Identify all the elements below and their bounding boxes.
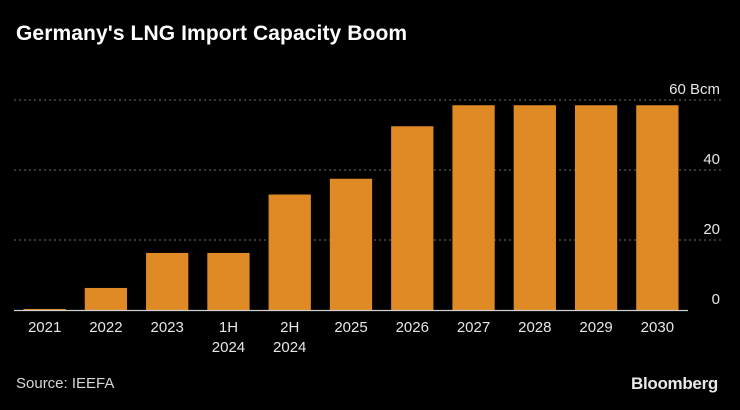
bar-2028 (513, 105, 556, 310)
bar-2021 (23, 308, 66, 310)
x-tick-label-line: 2022 (89, 319, 122, 336)
source-note: Source: IEEFA (16, 375, 115, 392)
bar-1h-2024 (207, 252, 250, 310)
x-tick-label-line: 1H (219, 319, 238, 336)
x-tick-label-line: 2029 (579, 319, 612, 336)
x-tick-label-2022: 2022 (89, 319, 122, 336)
x-tick-label-2027: 2027 (457, 319, 490, 336)
bar-2027 (452, 105, 495, 310)
y-tick-label-0: 0 (712, 291, 720, 308)
x-tick-label-line: 2026 (396, 319, 429, 336)
y-tick-label-20: 20 (703, 221, 720, 238)
x-tick-label-line: 2027 (457, 319, 490, 336)
x-tick-label-2021: 2021 (28, 319, 61, 336)
x-tick-label-2h-2024: 2H 2024 (273, 319, 306, 356)
x-tick-label-line: 2024 (212, 339, 245, 356)
y-tick-label-60: 60 Bcm (669, 81, 720, 98)
x-tick-label-2028: 2028 (518, 319, 551, 336)
x-tick-label-1h-2024: 1H 2024 (212, 319, 245, 356)
bar-2030 (636, 105, 679, 310)
chart-title: Germany's LNG Import Capacity Boom (16, 22, 408, 45)
x-tick-label-line: 2028 (518, 319, 551, 336)
bar-2026 (391, 126, 434, 310)
bar-2023 (146, 252, 189, 310)
x-tick-label-line: 2030 (641, 319, 674, 336)
x-tick-label-2030: 2030 (641, 319, 674, 336)
bar-2029 (574, 105, 618, 310)
x-tick-label-line: 2H (280, 319, 299, 336)
bar-2025 (329, 178, 373, 310)
x-tick-label-2023: 2023 (150, 319, 183, 336)
x-tick-label-2025: 2025 (334, 319, 367, 336)
bloomberg-logo: Bloomberg (630, 374, 718, 393)
x-tick-label-line: 2024 (273, 339, 306, 356)
bar-2022 (84, 287, 128, 310)
x-tick-label-line: 2021 (28, 319, 61, 336)
x-tick-label-2029: 2029 (579, 319, 612, 336)
x-tick-label-line: 2023 (150, 319, 183, 336)
y-tick-label-40: 40 (703, 151, 720, 168)
bar-2h-2024 (268, 194, 311, 310)
x-tick-label-line: 2025 (334, 319, 367, 336)
x-tick-label-2026: 2026 (396, 319, 429, 336)
